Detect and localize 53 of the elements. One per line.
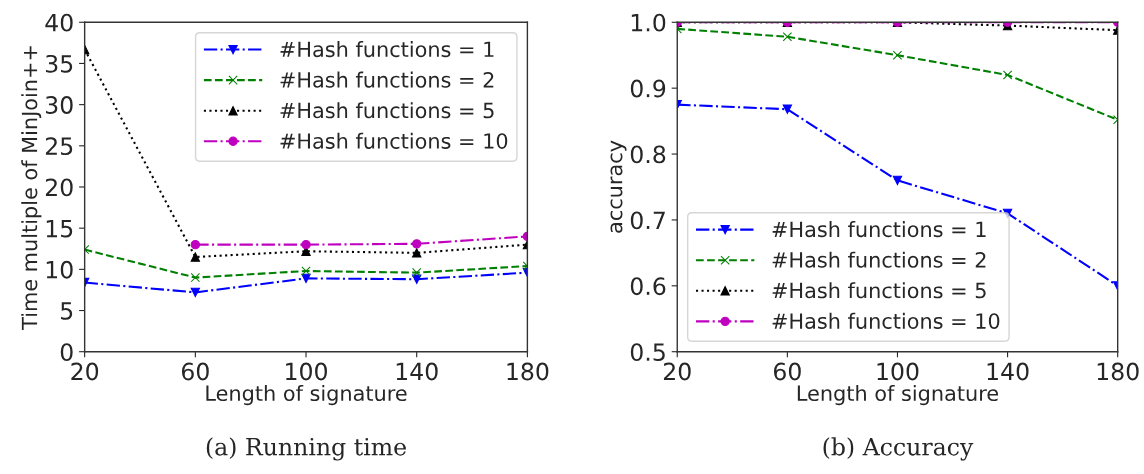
point <box>301 239 311 250</box>
y-tick-label: 30 <box>45 96 73 114</box>
text: (a) Running time <box>206 437 406 461</box>
y-tick-label: 35 <box>45 54 73 73</box>
text: (b) Accuracy <box>823 437 974 461</box>
point <box>190 239 201 250</box>
x-axis-title: Length of signature <box>206 384 407 406</box>
point <box>301 266 311 276</box>
point <box>782 32 793 42</box>
x-tick-label: 20 <box>663 362 691 381</box>
x-tick-label: 180 <box>1097 362 1139 381</box>
y-axis-title: Time multiple of MinJoin++ <box>21 46 42 330</box>
y-tick-label: 0.9 <box>630 79 666 98</box>
x-tick-label: 60 <box>181 362 209 381</box>
legend-label: #Hash functions = 10 <box>772 312 1000 329</box>
point <box>892 175 903 186</box>
x-tick-label: 140 <box>396 362 438 381</box>
point <box>301 273 311 284</box>
y-tick-label: 10 <box>46 260 73 279</box>
legend-label: #Hash functions = 1 <box>280 41 494 58</box>
x-tick-label: 140 <box>987 362 1029 381</box>
point <box>782 104 793 114</box>
legend-label: #Hash functions = 5 <box>772 282 986 299</box>
x-tick-label: 100 <box>877 362 919 381</box>
x-tick-label: 60 <box>773 362 801 381</box>
legend-label: #Hash functions = 10 <box>280 132 508 149</box>
y-axis-title: accuracy <box>610 140 627 233</box>
y-tick-label: 20 <box>45 178 73 197</box>
legend-label: #Hash functions = 5 <box>280 102 494 119</box>
y-tick-label: 40 <box>45 13 73 32</box>
point <box>892 50 903 60</box>
y-tick-label: 0 <box>60 343 73 362</box>
point <box>190 287 201 298</box>
y-tick-label: 5 <box>61 302 73 320</box>
point <box>412 267 422 278</box>
x-axis-title: Length of signature <box>797 384 999 406</box>
point <box>412 248 422 258</box>
y-tick-label: 0.6 <box>630 277 666 296</box>
x-tick-label: 180 <box>507 362 549 381</box>
point <box>412 239 422 249</box>
y-tick-label: 0.8 <box>630 145 666 164</box>
y-tick-label: 25 <box>45 137 73 156</box>
y-tick-label: 15 <box>46 219 73 238</box>
legend-label: #Hash functions = 2 <box>280 71 494 88</box>
x-tick-label: 100 <box>286 362 327 381</box>
legend-label: #Hash functions = 2 <box>772 251 986 268</box>
y-tick-label: 0.7 <box>630 211 665 230</box>
point <box>1002 70 1013 80</box>
y-tick-label: 1.0 <box>631 13 666 32</box>
point <box>190 272 201 283</box>
point <box>190 252 201 262</box>
y-tick-label: 0.5 <box>630 343 665 362</box>
legend-label: #Hash functions = 1 <box>772 221 986 238</box>
